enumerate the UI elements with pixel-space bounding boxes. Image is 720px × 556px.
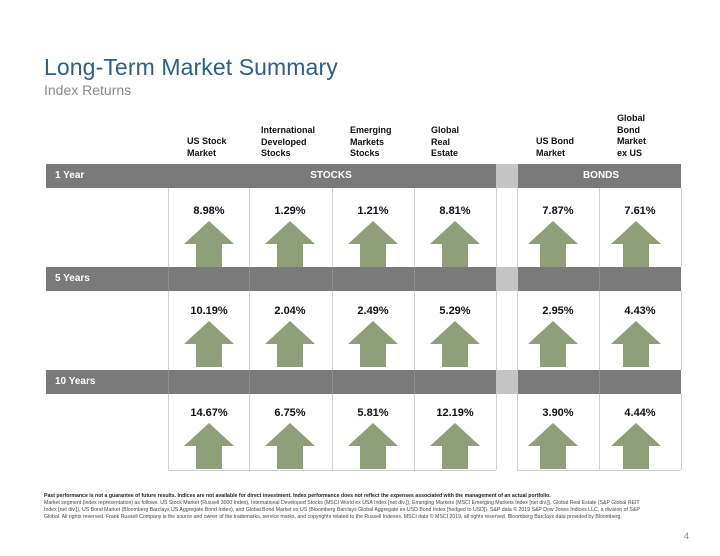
grid-line xyxy=(249,394,250,470)
return-value: 7.87% xyxy=(542,205,574,217)
return-value: 14.67% xyxy=(190,407,228,419)
up-arrow-icon xyxy=(611,321,661,367)
grid-line xyxy=(168,394,169,470)
grid-line xyxy=(332,394,333,470)
grid-line xyxy=(414,188,415,267)
up-arrow-icon xyxy=(611,423,661,469)
band-gap xyxy=(496,164,518,188)
up-arrow-icon xyxy=(265,221,315,267)
grid-line xyxy=(332,291,333,370)
up-arrow-icon xyxy=(528,423,578,469)
return-value: 6.75% xyxy=(274,407,306,419)
return-value: 12.19% xyxy=(436,407,474,419)
up-arrow-icon xyxy=(611,221,661,267)
band-divider xyxy=(168,267,169,291)
return-value: 2.04% xyxy=(274,305,306,317)
return-value: 1.21% xyxy=(357,205,389,217)
band-divider xyxy=(599,267,600,291)
column-header-intl-developed: International Developed Stocks xyxy=(261,125,316,158)
column-header-global-real-estate: Global Real Estate xyxy=(431,125,460,158)
grid-line xyxy=(249,188,250,267)
grid-line xyxy=(517,394,518,470)
grid-line xyxy=(681,394,682,470)
return-value: 7.61% xyxy=(624,205,656,217)
band-gap xyxy=(496,267,518,291)
grid-line xyxy=(496,394,497,470)
return-value: 3.90% xyxy=(542,407,574,419)
period-label: 10 Years xyxy=(55,376,96,387)
band-divider xyxy=(414,267,415,291)
up-arrow-icon xyxy=(265,423,315,469)
up-arrow-icon xyxy=(528,321,578,367)
return-value: 5.29% xyxy=(439,305,471,317)
grid-line xyxy=(168,470,496,471)
grid-line xyxy=(599,188,600,267)
grid-line xyxy=(414,291,415,370)
up-arrow-icon xyxy=(430,221,480,267)
grid-line xyxy=(168,291,169,370)
return-value: 4.43% xyxy=(624,305,656,317)
grid-line xyxy=(332,188,333,267)
up-arrow-icon xyxy=(430,423,480,469)
grid-line xyxy=(517,188,518,267)
return-value: 1.29% xyxy=(274,205,306,217)
page-number: 4 xyxy=(684,531,690,541)
period-band-10-years: 10 Years xyxy=(46,370,681,394)
band-divider xyxy=(249,370,250,394)
band-divider xyxy=(414,370,415,394)
up-arrow-icon xyxy=(430,321,480,367)
grid-line xyxy=(599,394,600,470)
period-label: 1 Year xyxy=(55,170,85,181)
band-divider xyxy=(332,267,333,291)
up-arrow-icon xyxy=(184,221,234,267)
page-subtitle: Index Returns xyxy=(44,82,132,98)
page-title: Long-Term Market Summary xyxy=(44,54,338,80)
disclaimer-text: Market segment (index representation) as… xyxy=(44,500,640,520)
band-gap xyxy=(496,370,518,394)
grid-line xyxy=(681,188,682,267)
disclaimer: Past performance is not a guarantee of f… xyxy=(44,493,644,521)
disclaimer-bold: Past performance is not a guarantee of f… xyxy=(44,493,551,499)
group-label-stocks: STOCKS xyxy=(310,170,352,181)
return-value: 4.44% xyxy=(624,407,656,419)
up-arrow-icon xyxy=(184,321,234,367)
return-value: 2.95% xyxy=(542,305,574,317)
column-header-emerging-markets: Emerging Markets Stocks xyxy=(350,125,392,158)
column-header-us-stock: US Stock Market xyxy=(187,136,227,158)
up-arrow-icon xyxy=(348,321,398,367)
grid-line xyxy=(517,291,518,370)
band-divider xyxy=(168,370,169,394)
return-value: 10.19% xyxy=(190,305,228,317)
grid-line xyxy=(168,188,169,267)
column-header-global-bond: Global Bond Market ex US xyxy=(617,113,647,158)
up-arrow-icon xyxy=(184,423,234,469)
return-value: 8.98% xyxy=(193,205,225,217)
return-value: 2.49% xyxy=(357,305,389,317)
up-arrow-icon xyxy=(528,221,578,267)
up-arrow-icon xyxy=(265,321,315,367)
up-arrow-icon xyxy=(348,423,398,469)
up-arrow-icon xyxy=(348,221,398,267)
grid-line xyxy=(681,291,682,370)
band-divider xyxy=(332,370,333,394)
grid-line xyxy=(599,291,600,370)
group-label-bonds: BONDS xyxy=(582,170,620,181)
grid-line xyxy=(249,291,250,370)
grid-line xyxy=(496,188,497,267)
grid-line xyxy=(414,394,415,470)
band-divider xyxy=(599,370,600,394)
period-band-5-years: 5 Years xyxy=(46,267,681,291)
band-divider xyxy=(249,267,250,291)
period-band-1-year: 1 Year STOCKS BONDS xyxy=(46,164,681,188)
column-header-us-bond: US Bond Market xyxy=(536,136,574,158)
return-value: 8.81% xyxy=(439,205,471,217)
grid-line xyxy=(496,291,497,370)
period-label: 5 Years xyxy=(55,273,90,284)
return-value: 5.81% xyxy=(357,407,389,419)
grid-line xyxy=(517,470,681,471)
